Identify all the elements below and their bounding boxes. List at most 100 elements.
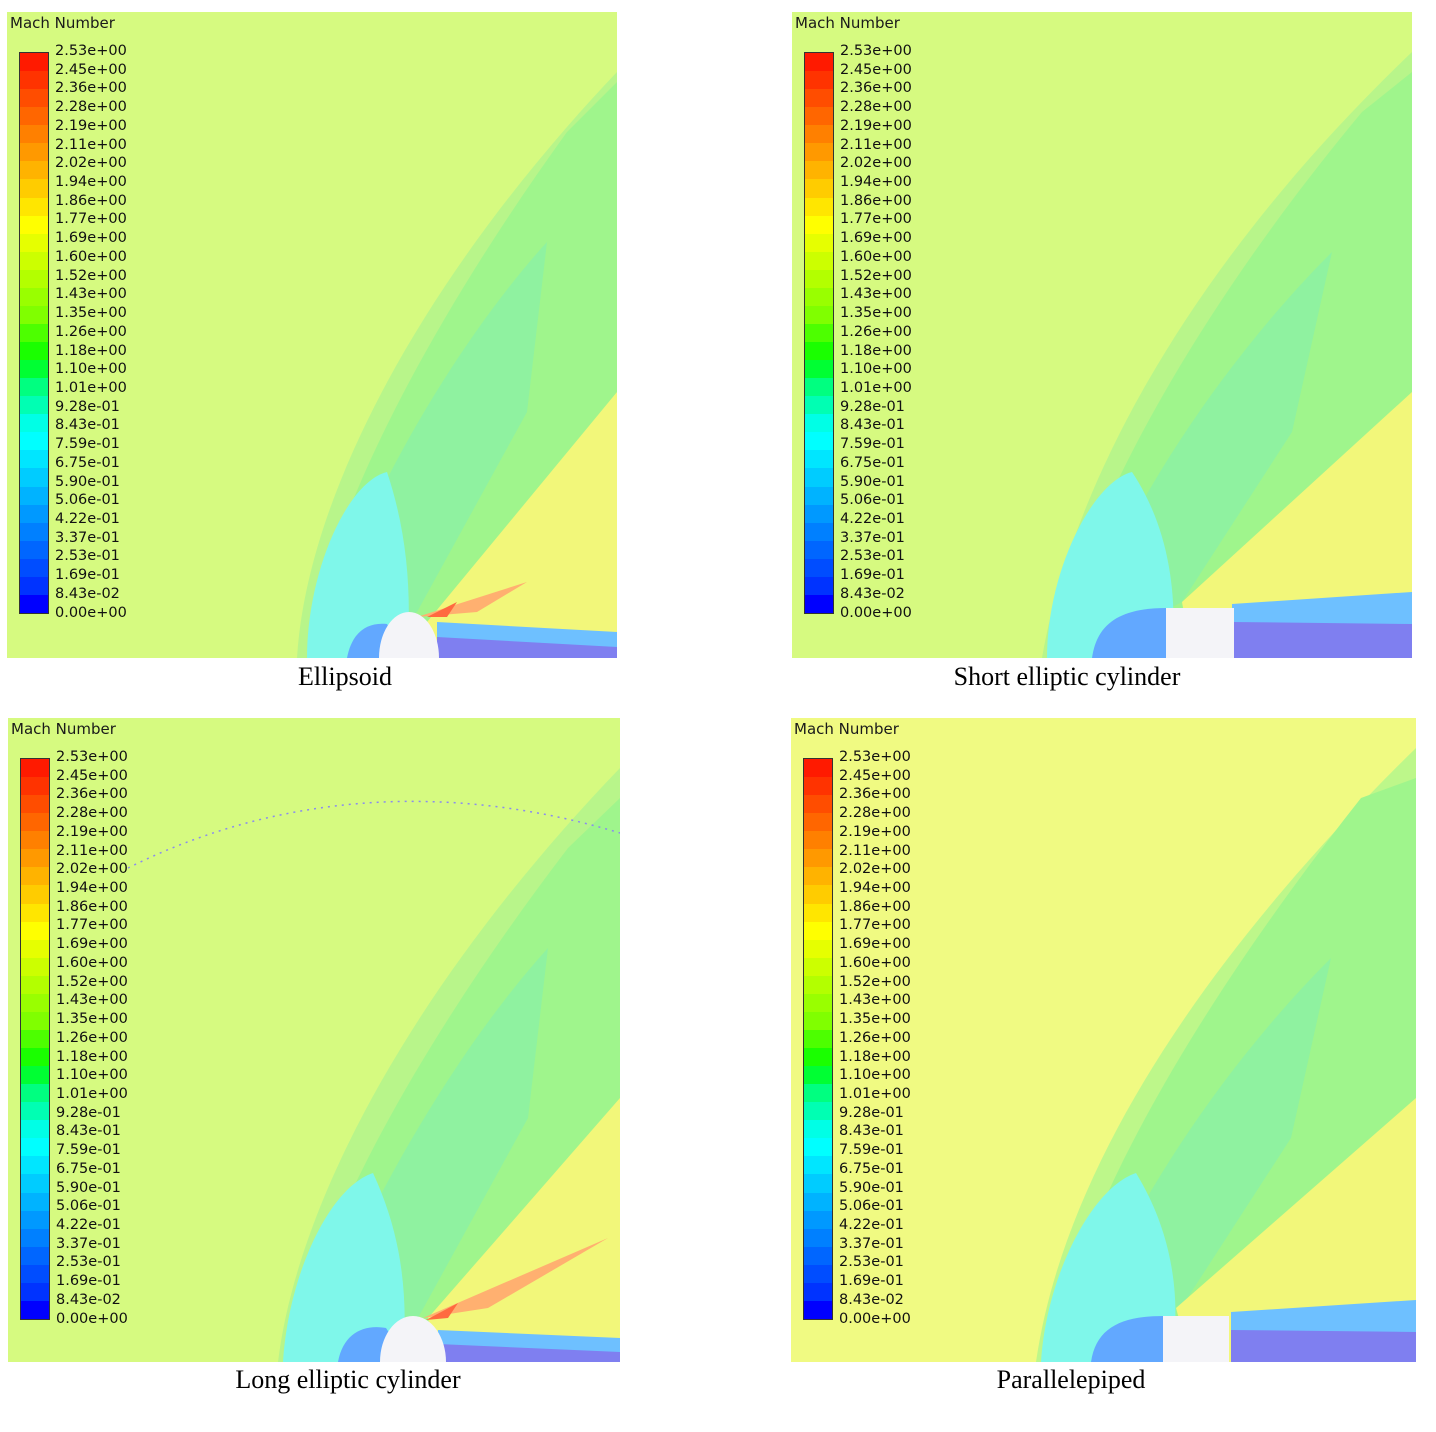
legend-color-band [20,71,48,90]
legend-tick-label: 1.52e+00 [839,973,911,990]
legend-color-band [21,1102,49,1121]
legend-color-band [20,360,48,379]
legend-color-band [805,558,833,577]
legend-tick-label: 2.53e+00 [839,749,911,765]
color-legend-bar [803,758,833,1320]
legend-tick-label: 1.26e+00 [55,323,127,340]
legend-color-band [20,125,48,144]
legend-tick-label: 1.52e+00 [840,267,912,284]
legend-color-band [805,450,833,469]
legend-tick-label: 1.18e+00 [840,342,912,359]
legend-tick-label: 8.43e-02 [55,585,120,602]
legend-color-band [805,414,833,433]
legend-color-band [805,179,833,198]
legend-color-band [20,323,48,342]
legend-color-band [804,777,832,796]
legend-color-band [805,486,833,505]
legend-color-band [805,594,833,613]
legend-color-band [20,468,48,487]
legend-tick-label: 1.01e+00 [55,379,127,396]
color-legend-bar [20,758,50,1320]
legend-tick-label: 3.37e-01 [839,1235,904,1252]
legend-color-band [20,161,48,180]
legend-tick-label: 5.06e-01 [839,1198,904,1215]
legend-tick-label: 2.28e+00 [55,99,127,116]
legend-tick-label: 6.75e-01 [55,454,120,471]
legend-color-band [21,759,49,778]
legend-tick-label: 5.06e-01 [840,492,905,509]
legend-tick-label: 2.19e+00 [56,823,128,840]
legend-color-band [805,342,833,361]
legend-tick-label: 1.18e+00 [56,1048,128,1065]
legend-tick-label: 2.19e+00 [55,117,127,134]
legend-tick-label: 2.45e+00 [839,767,911,784]
legend-color-band [20,251,48,270]
legend-color-band [21,1300,49,1319]
legend-tick-label: 1.01e+00 [840,379,912,396]
legend-tick-label: 1.60e+00 [55,248,127,265]
legend-color-band [804,939,832,958]
legend-tick-label: 1.69e-01 [56,1273,121,1290]
legend-color-band [805,305,833,324]
legend-color-band [20,215,48,234]
legend-tick-label: 2.11e+00 [839,842,911,859]
legend-tick-label: 2.45e+00 [55,61,127,78]
legend-tick-label: 2.02e+00 [56,861,128,878]
legend-color-band [21,957,49,976]
legend-color-band [805,287,833,306]
legend-tick-label: 8.43e-02 [839,1291,904,1308]
legend-tick-labels: 2.53e+00 2.45e+00 2.36e+00 2.28e+00 2.19e+00… [55,43,127,621]
legend-color-band [20,432,48,451]
legend-tick-labels: 2.53e+00 2.45e+00 2.36e+00 2.28e+00 2.19e+00… [56,749,128,1327]
legend-tick-label: 2.53e-01 [56,1254,121,1271]
legend-color-band [20,558,48,577]
legend-color-band [21,903,49,922]
contour-plot [8,718,620,1362]
color-legend-bar [804,52,834,614]
legend-tick-label: 1.35e+00 [840,305,912,322]
legend-color-band [20,107,48,126]
legend-tick-label: 2.11e+00 [840,136,912,153]
legend-tick-label: 1.94e+00 [56,880,128,897]
legend-tick-label: 1.77e+00 [840,211,912,228]
legend-color-band [804,1192,832,1211]
legend-color-band [805,107,833,126]
legend-color-band [21,1210,49,1229]
legend-tick-label: 1.94e+00 [839,880,911,897]
legend-color-band [804,1029,832,1048]
contour-panel-parallelepiped: Mach Number 2.53e+00 2.45e+00 2.36e+00 2.28… [791,718,1416,1362]
legend-color-band [805,396,833,415]
legend-tick-label: 2.53e-01 [840,548,905,565]
legend-tick-label: 1.18e+00 [55,342,127,359]
legend-color-band [21,831,49,850]
legend-tick-label: 2.02e+00 [840,155,912,172]
legend-color-band [804,813,832,832]
legend-tick-label: 6.75e-01 [839,1160,904,1177]
legend-color-band [804,1120,832,1139]
legend-color-band [21,867,49,886]
legend-color-band [21,1264,49,1283]
legend-color-band [21,795,49,814]
legend-color-band [21,885,49,904]
caption-short-elliptic-cylinder: Short elliptic cylinder [953,662,1181,691]
legend-tick-label: 1.52e+00 [56,973,128,990]
legend-tick-label: 5.90e-01 [839,1179,904,1196]
legend-tick-label: 8.43e-01 [55,417,120,434]
legend-tick-label: 9.28e-01 [56,1104,121,1121]
legend-tick-label: 1.43e+00 [840,286,912,303]
legend-color-band [21,1174,49,1193]
legend-tick-label: 5.90e-01 [55,473,120,490]
legend-tick-label: 3.37e-01 [56,1235,121,1252]
legend-color-band [805,125,833,144]
legend-title: Mach Number [11,720,116,738]
legend-color-band [804,867,832,886]
legend-tick-label: 1.77e+00 [55,211,127,228]
legend-tick-label: 1.86e+00 [56,898,128,915]
legend-color-band [21,1084,49,1103]
legend-tick-label: 2.45e+00 [56,767,128,784]
legend-tick-label: 1.86e+00 [840,192,912,209]
legend-tick-label: 1.69e-01 [55,567,120,584]
legend-color-band [804,1102,832,1121]
legend-tick-label: 3.37e-01 [840,529,905,546]
legend-color-band [805,378,833,397]
